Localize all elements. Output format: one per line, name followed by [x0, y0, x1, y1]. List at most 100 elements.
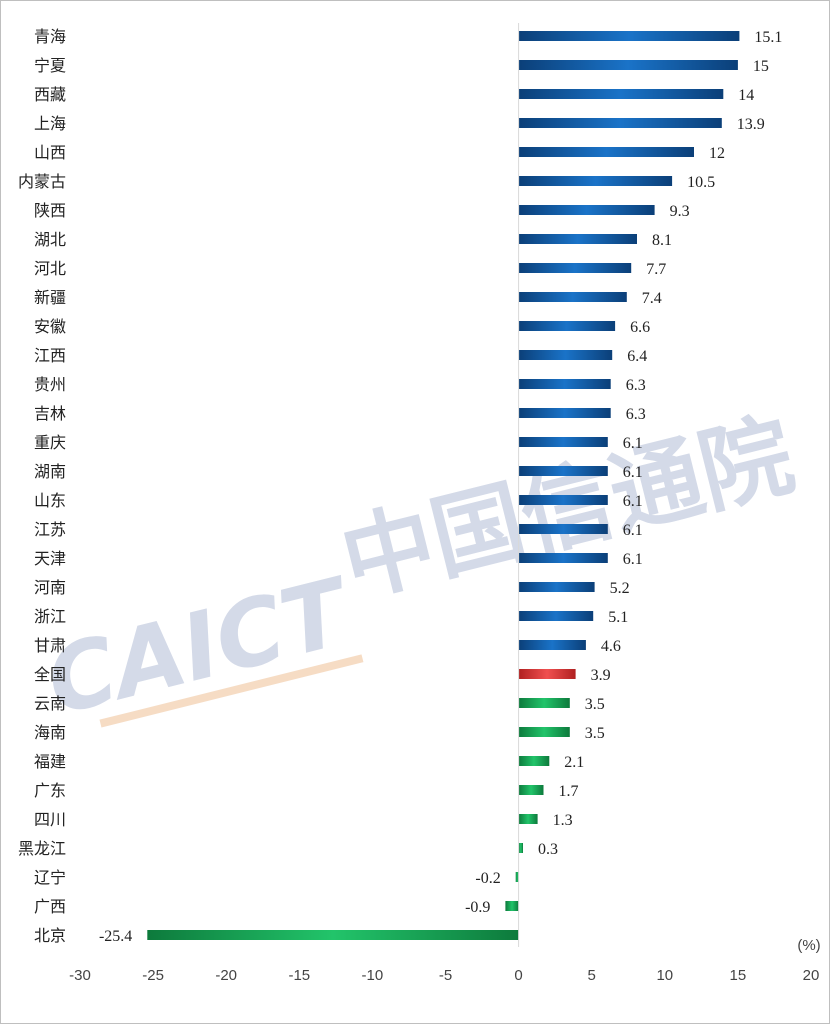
value-label-31: -25.4 [99, 928, 132, 945]
bar-16 [518, 495, 608, 505]
x-axis-ticks: -30 -25 -20 -15 -10 -5 0 5 10 15 20 [69, 967, 819, 984]
category-label-2: 西藏 [34, 85, 66, 104]
category-label-8: 河北 [34, 259, 66, 278]
bar-9 [518, 292, 627, 302]
value-label-14: 6.1 [623, 435, 643, 452]
category-label-29: 辽宁 [34, 868, 66, 887]
value-label-1: 15 [753, 58, 769, 75]
value-label-9: 7.4 [642, 290, 662, 307]
bar-31 [147, 930, 519, 940]
bar-29 [515, 872, 519, 882]
value-label-28: 0.3 [538, 841, 558, 858]
bar-26 [518, 785, 544, 795]
value-label-12: 6.3 [626, 377, 646, 394]
value-label-29: -0.2 [475, 870, 500, 887]
value-label-0: 15.1 [754, 29, 782, 46]
value-label-19: 5.2 [610, 580, 630, 597]
bar-28 [518, 843, 523, 853]
value-label-3: 13.9 [737, 116, 765, 133]
x-tick-label-3: -15 [288, 967, 310, 984]
category-label-1: 宁夏 [34, 56, 66, 75]
bar-11 [518, 350, 613, 360]
bar-23 [518, 698, 570, 708]
category-label-14: 重庆 [34, 433, 66, 452]
value-label-10: 6.6 [630, 319, 650, 336]
bar-1 [518, 60, 738, 70]
value-labels: 15.1 15 14 13.9 12 10.5 9.3 8.1 7.7 7.4 6.6 6.4 6.3 6… [99, 29, 782, 945]
category-label-26: 广东 [34, 781, 66, 800]
category-label-9: 新疆 [34, 288, 66, 307]
category-label-23: 云南 [34, 694, 66, 713]
bar-12 [518, 379, 611, 389]
x-tick-label-1: -25 [142, 967, 164, 984]
value-label-24: 3.5 [585, 725, 605, 742]
bar-21 [518, 640, 586, 650]
x-tick-label-5: -5 [439, 967, 452, 984]
category-label-20: 浙江 [34, 607, 66, 626]
value-label-26: 1.7 [559, 783, 579, 800]
x-tick-label-9: 15 [730, 967, 747, 984]
value-label-20: 5.1 [608, 609, 628, 626]
x-tick-label-0: -30 [69, 967, 91, 984]
bar-10 [518, 321, 616, 331]
value-label-11: 6.4 [627, 348, 647, 365]
watermark: CAICT 中国信通院 [37, 401, 804, 736]
bar-25 [518, 756, 550, 766]
watermark-underline [99, 654, 364, 728]
value-label-4: 12 [709, 145, 725, 162]
bar-19 [518, 582, 595, 592]
value-label-18: 6.1 [623, 551, 643, 568]
category-label-28: 黑龙江 [18, 839, 66, 858]
category-label-4: 山西 [34, 143, 66, 162]
bar-15 [518, 466, 608, 476]
category-label-31: 北京 [34, 926, 66, 945]
bar-18 [518, 553, 608, 563]
value-label-8: 7.7 [646, 261, 666, 278]
value-label-15: 6.1 [623, 464, 643, 481]
category-label-7: 湖北 [34, 230, 66, 249]
x-tick-label-4: -10 [362, 967, 384, 984]
value-label-2: 14 [738, 87, 754, 104]
x-tick-label-8: 10 [656, 967, 673, 984]
value-label-16: 6.1 [623, 493, 643, 510]
category-label-18: 天津 [34, 549, 66, 568]
bar-13 [518, 408, 611, 418]
value-label-6: 9.3 [670, 203, 690, 220]
category-label-21: 甘肃 [34, 636, 66, 655]
value-label-27: 1.3 [553, 812, 573, 829]
value-label-13: 6.3 [626, 406, 646, 423]
category-labels: 青海宁夏西藏上海山西内蒙古陕西湖北河北新疆安徽江西贵州吉林重庆湖南山东江苏天津河… [18, 27, 66, 945]
category-label-0: 青海 [34, 27, 66, 46]
bar-3 [518, 118, 722, 128]
category-label-30: 广西 [34, 897, 66, 916]
value-label-21: 4.6 [601, 638, 621, 655]
value-label-22: 3.9 [591, 667, 611, 684]
category-label-24: 海南 [34, 723, 66, 742]
category-label-15: 湖南 [34, 462, 66, 481]
bar-30 [505, 901, 519, 911]
bar-4 [518, 147, 694, 157]
bar-27 [518, 814, 538, 824]
bar-17 [518, 524, 608, 534]
watermark-latin: CAICT [37, 557, 363, 736]
x-tick-label-10: 20 [803, 967, 820, 984]
bar-0 [518, 31, 740, 41]
value-label-5: 10.5 [687, 174, 715, 191]
bar-5 [518, 176, 673, 186]
bar-8 [518, 263, 632, 273]
x-tick-label-2: -20 [215, 967, 237, 984]
category-label-13: 吉林 [34, 404, 66, 423]
category-label-5: 内蒙古 [18, 172, 66, 191]
value-label-7: 8.1 [652, 232, 672, 249]
unit-label: (%) [797, 937, 820, 954]
category-label-22: 全国 [34, 665, 66, 684]
value-label-30: -0.9 [465, 899, 490, 916]
x-tick-label-6: 0 [514, 967, 522, 984]
category-label-27: 四川 [34, 810, 66, 829]
category-label-6: 陕西 [34, 201, 66, 220]
bar-24 [518, 727, 570, 737]
category-label-3: 上海 [34, 114, 66, 133]
category-label-10: 安徽 [34, 317, 66, 336]
bar-6 [518, 205, 655, 215]
